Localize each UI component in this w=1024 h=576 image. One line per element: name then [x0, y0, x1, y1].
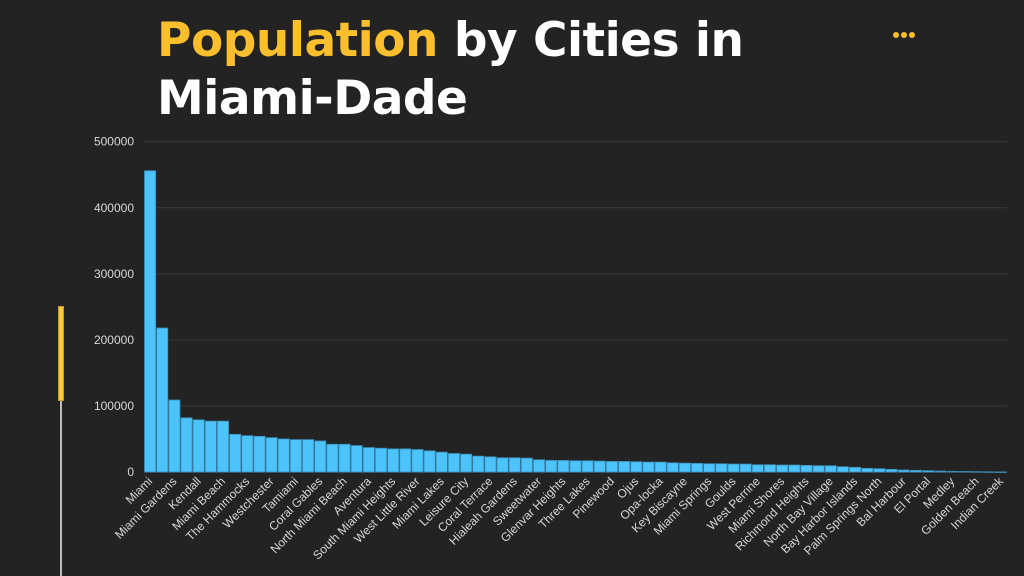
bar[interactable] [435, 451, 448, 473]
dot [909, 32, 915, 38]
bar[interactable] [447, 453, 460, 473]
bar[interactable] [520, 457, 533, 473]
bars [144, 170, 1007, 473]
bar[interactable] [764, 464, 776, 473]
progress-indicator [58, 306, 64, 401]
bar[interactable] [593, 460, 606, 473]
bar[interactable] [970, 471, 983, 473]
y-tick-label: 0 [127, 465, 134, 479]
bar[interactable] [253, 435, 266, 473]
bar[interactable] [727, 463, 740, 473]
bar[interactable] [800, 464, 813, 473]
y-tick-label: 400000 [94, 201, 134, 215]
bar[interactable] [229, 433, 242, 473]
bar[interactable] [241, 435, 254, 473]
bar[interactable] [557, 460, 570, 473]
bar[interactable] [885, 468, 898, 473]
bar[interactable] [350, 445, 363, 473]
bar[interactable] [897, 469, 910, 473]
bar[interactable] [739, 463, 752, 473]
bar[interactable] [849, 466, 862, 473]
bar[interactable] [168, 399, 181, 473]
bar[interactable] [666, 462, 679, 473]
bar[interactable] [423, 450, 436, 473]
bar[interactable] [144, 170, 157, 473]
bar[interactable] [277, 438, 290, 473]
bar[interactable] [861, 467, 874, 473]
y-tick-label: 100000 [94, 399, 134, 413]
bar[interactable] [314, 440, 327, 473]
bar[interactable] [715, 463, 728, 473]
y-tick-label: 200000 [94, 333, 134, 347]
y-axis: 0 100000 200000 300000 400000 500000 [94, 135, 134, 479]
bar[interactable] [994, 471, 1007, 473]
bar[interactable] [326, 443, 339, 473]
bar[interactable] [922, 470, 934, 473]
bar[interactable] [946, 470, 959, 473]
bar[interactable] [533, 459, 546, 473]
bar[interactable] [788, 464, 801, 473]
bar[interactable] [703, 463, 716, 473]
bar[interactable] [387, 448, 400, 473]
progress-track [60, 401, 62, 576]
gridlines [144, 141, 1007, 473]
bar[interactable] [873, 468, 886, 473]
title-accent: Population [157, 13, 439, 68]
bar[interactable] [508, 457, 521, 473]
bar[interactable] [217, 420, 229, 473]
more-dots-icon[interactable] [893, 32, 915, 38]
y-tick-label: 500000 [94, 135, 134, 149]
bar[interactable] [362, 447, 375, 473]
bar[interactable] [812, 465, 825, 473]
bar[interactable] [180, 417, 193, 473]
bar[interactable] [605, 461, 618, 473]
bar[interactable] [824, 465, 837, 473]
bar[interactable] [678, 462, 691, 473]
bar[interactable] [630, 461, 643, 473]
dot [893, 32, 899, 38]
bar[interactable] [654, 461, 667, 473]
title-rest: by Cities in Miami-Dade [157, 13, 744, 126]
bar[interactable] [192, 419, 205, 473]
bar[interactable] [691, 463, 704, 473]
bar[interactable] [642, 461, 655, 473]
chart-title: Population by Cities in Miami-Dade [157, 12, 777, 128]
bar[interactable] [399, 448, 412, 473]
bar[interactable] [618, 461, 631, 473]
bar[interactable] [472, 455, 485, 473]
bar[interactable] [338, 443, 351, 473]
bar[interactable] [934, 470, 947, 473]
bar[interactable] [569, 460, 582, 473]
bar[interactable] [204, 420, 217, 473]
bar[interactable] [545, 460, 558, 473]
bar[interactable] [265, 437, 278, 473]
bar[interactable] [982, 471, 995, 473]
bar[interactable] [302, 439, 315, 473]
bar[interactable] [958, 471, 971, 473]
bar[interactable] [776, 464, 789, 473]
y-tick-label: 300000 [94, 267, 134, 281]
dot [901, 32, 907, 38]
bar[interactable] [496, 457, 509, 473]
bar[interactable] [836, 466, 849, 473]
bar[interactable] [411, 449, 424, 473]
bar[interactable] [156, 327, 169, 473]
bar[interactable] [460, 453, 473, 473]
bar[interactable] [484, 456, 497, 473]
bar[interactable] [909, 469, 922, 473]
bar[interactable] [375, 447, 387, 473]
bar[interactable] [751, 464, 764, 473]
bar[interactable] [289, 439, 302, 473]
bar[interactable] [581, 460, 594, 473]
